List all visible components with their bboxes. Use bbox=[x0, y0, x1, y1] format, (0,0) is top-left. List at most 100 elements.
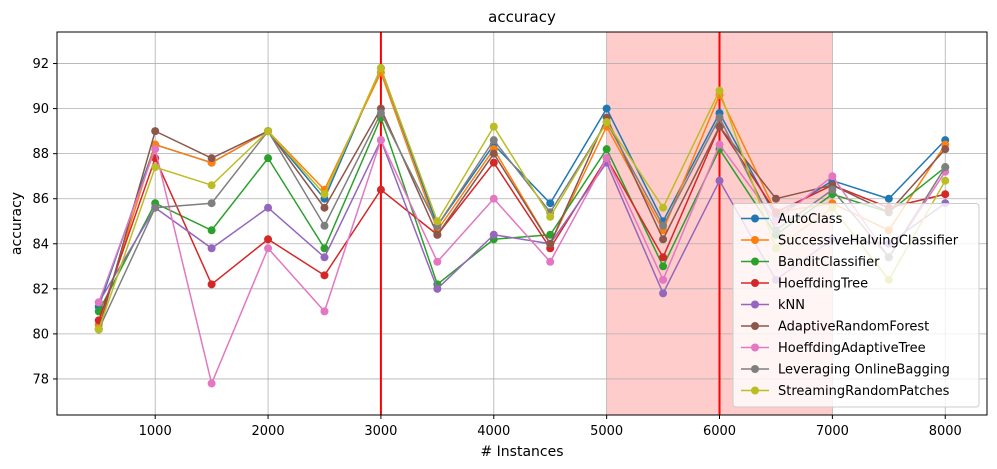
y-axis-title: accuracy bbox=[9, 192, 25, 255]
legend-entry-streamingrandompatches: StreamingRandomPatches bbox=[741, 384, 950, 399]
x-tick-label: 2000 bbox=[252, 424, 285, 439]
data-point bbox=[94, 298, 103, 307]
data-point bbox=[941, 190, 950, 199]
data-point bbox=[320, 253, 329, 262]
y-tick-label: 86 bbox=[32, 192, 49, 207]
legend-entry-hoeffdingtree: HoeffdingTree bbox=[741, 277, 868, 292]
data-point bbox=[489, 230, 498, 239]
y-tick-label: 82 bbox=[32, 282, 49, 297]
legend-label: HoeffdingTree bbox=[778, 277, 868, 292]
data-point bbox=[771, 194, 780, 203]
legend-swatch-marker bbox=[751, 343, 759, 352]
legend-entry-knn: kNN bbox=[741, 298, 805, 313]
data-point bbox=[376, 136, 385, 145]
legend-label: HoeffdingAdaptiveTree bbox=[778, 341, 926, 356]
legend-label: Leveraging OnlineBagging bbox=[778, 363, 950, 378]
data-point bbox=[151, 127, 160, 136]
ticks-layer: 1000 2000 3000 4000 5000 6000 7000 8000 78 80 82 84… bbox=[32, 57, 961, 439]
data-point bbox=[941, 176, 950, 185]
x-tick-label: 3000 bbox=[364, 424, 397, 439]
x-tick-label: 8000 bbox=[929, 424, 962, 439]
x-tick-label: 5000 bbox=[590, 424, 623, 439]
legend-label: AdaptiveRandomForest bbox=[778, 320, 929, 335]
data-point bbox=[884, 194, 893, 203]
data-point bbox=[828, 172, 837, 181]
data-point bbox=[546, 212, 555, 221]
data-point bbox=[320, 307, 329, 316]
data-point bbox=[320, 203, 329, 212]
y-tick-label: 88 bbox=[32, 147, 49, 162]
legend-entry-banditclassifier: BanditClassifier bbox=[741, 255, 880, 270]
data-point bbox=[207, 379, 216, 388]
legend-entry-hoeffdingadaptivetree: HoeffdingAdaptiveTree bbox=[741, 341, 926, 356]
data-point bbox=[659, 289, 668, 298]
data-point bbox=[264, 244, 273, 253]
data-point bbox=[207, 244, 216, 253]
data-point bbox=[489, 136, 498, 145]
data-point bbox=[433, 230, 442, 239]
data-point bbox=[320, 221, 329, 230]
data-point bbox=[659, 221, 668, 230]
legend-label: AutoClass bbox=[778, 212, 843, 227]
legend-swatch-marker bbox=[751, 214, 759, 223]
data-point bbox=[489, 194, 498, 203]
data-point bbox=[659, 235, 668, 244]
legend-swatch-marker bbox=[751, 322, 759, 330]
data-point bbox=[207, 280, 216, 289]
legend-swatch-marker bbox=[751, 386, 759, 395]
data-point bbox=[264, 154, 273, 163]
legend-swatch-marker bbox=[751, 300, 759, 309]
data-point bbox=[207, 226, 216, 235]
data-point bbox=[715, 140, 724, 149]
data-point bbox=[264, 127, 273, 136]
series-layer bbox=[94, 64, 950, 388]
legend-box bbox=[732, 203, 980, 408]
chart-title: accuracy bbox=[488, 8, 556, 26]
data-point bbox=[433, 284, 442, 293]
legend-label: BanditClassifier bbox=[778, 255, 880, 270]
data-point bbox=[602, 104, 611, 113]
legend-entry-autoclass: AutoClass bbox=[741, 212, 843, 227]
data-point bbox=[659, 262, 668, 271]
legend-label: SuccessiveHalvingClassifier bbox=[778, 234, 959, 249]
data-point bbox=[715, 122, 724, 131]
data-point bbox=[941, 145, 950, 154]
data-point bbox=[320, 271, 329, 280]
data-point bbox=[546, 257, 555, 266]
data-point bbox=[489, 158, 498, 167]
data-point bbox=[151, 203, 160, 212]
data-point bbox=[94, 325, 103, 334]
data-point bbox=[659, 253, 668, 262]
y-tick-label: 90 bbox=[32, 102, 49, 117]
data-point bbox=[659, 275, 668, 284]
data-point bbox=[828, 185, 837, 194]
legend-swatch-marker bbox=[751, 279, 759, 287]
data-point bbox=[207, 181, 216, 190]
legend-swatch-marker bbox=[751, 365, 759, 373]
legend-swatch-marker bbox=[751, 257, 759, 266]
series-line bbox=[98, 138, 946, 386]
legend-entry-leveraging-onlinebagging: Leveraging OnlineBagging bbox=[741, 363, 950, 378]
data-point bbox=[489, 122, 498, 131]
series-line bbox=[98, 106, 946, 330]
x-axis-title: # Instances bbox=[480, 444, 563, 460]
data-point bbox=[151, 145, 160, 154]
x-tick-label: 1000 bbox=[139, 424, 172, 439]
y-tick-label: 84 bbox=[32, 237, 49, 252]
data-point bbox=[602, 145, 611, 154]
data-point bbox=[207, 154, 216, 163]
data-point bbox=[320, 244, 329, 253]
data-point bbox=[715, 86, 724, 95]
data-point bbox=[376, 64, 385, 73]
data-point bbox=[207, 199, 216, 208]
x-tick-label: 6000 bbox=[703, 424, 736, 439]
data-point bbox=[264, 235, 273, 244]
data-point bbox=[659, 203, 668, 212]
x-tick-label: 7000 bbox=[816, 424, 849, 439]
legend-label: StreamingRandomPatches bbox=[778, 384, 950, 399]
data-point bbox=[941, 163, 950, 172]
data-point bbox=[433, 257, 442, 266]
data-point bbox=[602, 118, 611, 127]
data-point bbox=[602, 154, 611, 163]
